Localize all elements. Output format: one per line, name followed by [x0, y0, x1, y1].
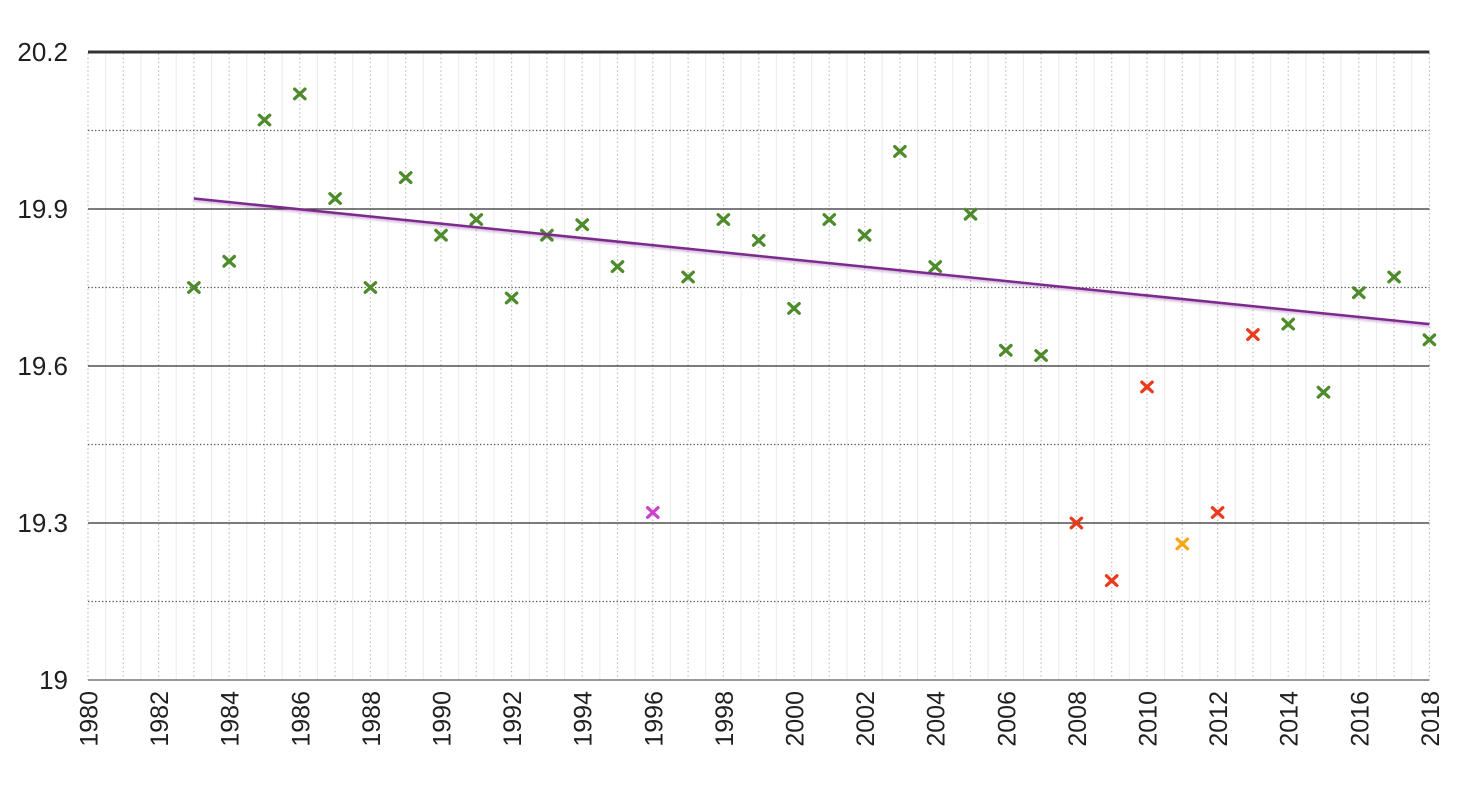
x-tick-label-1994: 1994	[570, 691, 598, 747]
data-point-2001	[822, 213, 837, 226]
data-point-2018	[1422, 333, 1437, 347]
data-point-1996	[645, 506, 660, 519]
x-tick-label-2012: 2012	[1205, 691, 1233, 747]
x-tick-label-2004: 2004	[923, 691, 951, 747]
data-point-2010	[1140, 380, 1154, 394]
data-point-1994	[575, 218, 590, 232]
y-tick-label-19.3: 19.3	[17, 508, 68, 538]
data-point-1983	[187, 281, 201, 294]
x-tick-label-2006: 2006	[993, 691, 1021, 747]
data-point-1986	[292, 87, 307, 101]
x-tick-label-1986: 1986	[287, 691, 315, 747]
data-point-2009	[1104, 574, 1119, 588]
x-tick-label-2016: 2016	[1346, 691, 1374, 747]
data-point-1989	[398, 171, 413, 185]
data-point-2007	[1034, 349, 1048, 362]
data-point-1995	[610, 260, 625, 274]
x-tick-label-2000: 2000	[782, 691, 810, 747]
x-tick-label-2018: 2018	[1417, 691, 1445, 747]
x-tick-label-2008: 2008	[1064, 691, 1092, 747]
data-point-1998	[716, 213, 731, 226]
data-point-1987	[328, 192, 342, 205]
x-tick-label-1992: 1992	[499, 691, 527, 747]
data-point-1992	[504, 291, 519, 305]
data-point-2014	[1281, 317, 1296, 331]
x-tick-label-1996: 1996	[640, 691, 668, 747]
y-tick-label-20.2: 20.2	[17, 37, 68, 67]
x-tick-label-1982: 1982	[146, 691, 174, 747]
x-tick-label-2014: 2014	[1276, 691, 1304, 747]
data-point-1990	[434, 228, 448, 242]
data-point-2015	[1316, 385, 1331, 399]
x-tick-label-1988: 1988	[358, 691, 386, 747]
data-point-2013	[1246, 328, 1260, 342]
y-tick-label-19.6: 19.6	[17, 351, 68, 381]
data-point-2016	[1351, 286, 1366, 300]
x-tick-label-2010: 2010	[1135, 691, 1163, 747]
x-tick-label-1984: 1984	[217, 691, 245, 747]
data-point-2017	[1387, 270, 1401, 284]
data-point-1985	[257, 113, 272, 127]
data-point-1984	[222, 254, 237, 268]
data-point-2003	[893, 144, 907, 158]
data-point-1988	[363, 281, 378, 294]
data-point-2012	[1210, 506, 1225, 519]
data-point-2011	[1175, 537, 1190, 551]
x-tick-label-1998: 1998	[711, 691, 739, 747]
x-tick-label-1990: 1990	[429, 691, 457, 747]
y-tick-label-19.9: 19.9	[17, 194, 68, 224]
data-point-2005	[963, 207, 978, 221]
data-point-1997	[681, 270, 695, 284]
y-tick-label-19: 19	[39, 665, 68, 695]
data-point-1999	[751, 233, 766, 247]
data-point-2008	[1069, 516, 1084, 530]
data-point-2000	[787, 301, 801, 315]
data-point-1991	[469, 213, 484, 226]
x-tick-label-2002: 2002	[852, 691, 880, 747]
x-tick-label-1980: 1980	[76, 691, 104, 747]
data-point-2006	[998, 343, 1013, 357]
data-point-2002	[857, 228, 872, 242]
data-point-2004	[928, 260, 943, 274]
trend-line	[193, 197, 1430, 326]
